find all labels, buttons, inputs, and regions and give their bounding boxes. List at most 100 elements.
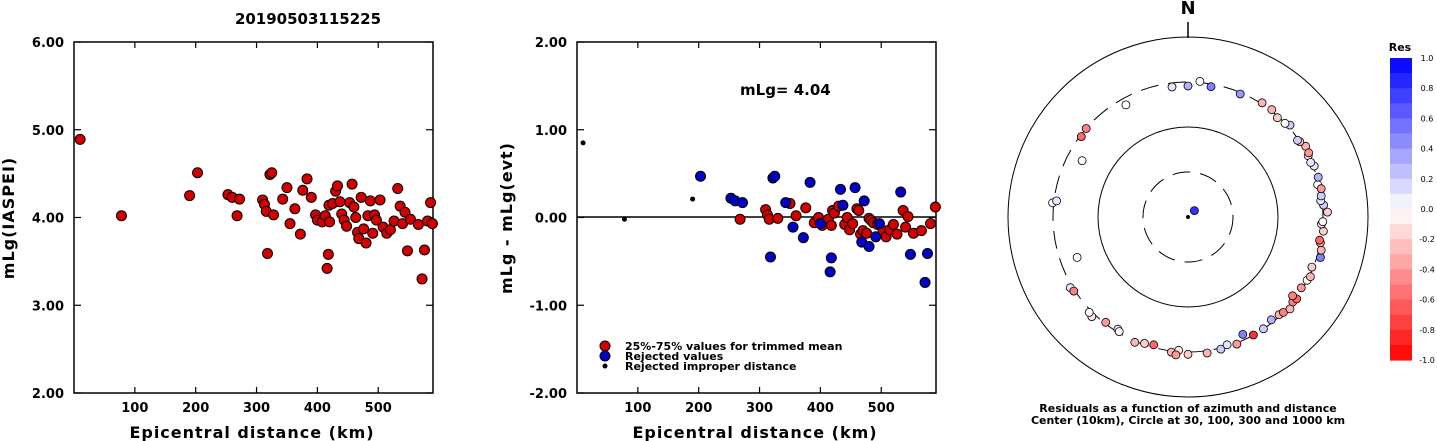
left-point — [301, 173, 313, 185]
left-point — [348, 201, 360, 213]
middle-point — [695, 170, 707, 182]
polar-point — [1171, 350, 1181, 360]
polar-point — [1195, 77, 1205, 86]
middle-point — [891, 228, 903, 240]
colorbar-cell — [1390, 58, 1412, 74]
left-y-tick-label: 2.00 — [32, 387, 64, 402]
residual-colorbar: Res 1.0 0.8 0.6 0.4 0.2 0.0 -0.2 -0.4 -0.6 -0.8 -1… — [1389, 41, 1435, 365]
polar-point — [1140, 338, 1149, 348]
polar-point — [1280, 118, 1290, 128]
polar-point — [1316, 245, 1326, 255]
colorbar-cell — [1390, 299, 1412, 316]
colorbar-tick-label: -0.2 — [1419, 235, 1435, 244]
left-point — [261, 247, 273, 259]
colorbar-tick-label: -1.0 — [1419, 356, 1435, 365]
middle-x-tick-label: 100 — [624, 401, 651, 416]
middle-point — [764, 251, 776, 263]
middle-point — [834, 183, 846, 195]
left-x-tick-label: 400 — [304, 401, 331, 416]
polar-point — [1183, 349, 1193, 359]
left-point — [234, 193, 246, 205]
middle-point — [915, 225, 927, 237]
polar-point — [1266, 315, 1276, 325]
left-point — [321, 262, 333, 274]
mlg-annotation: mLg= 4.04 — [740, 81, 831, 99]
left-point — [367, 227, 379, 239]
polar-point — [1307, 262, 1317, 272]
left-point — [231, 210, 243, 222]
middle-x-tick-label: 300 — [746, 401, 773, 416]
middle-point — [825, 219, 837, 231]
middle-point — [837, 199, 849, 211]
colorbar-labels: 1.0 0.8 0.6 0.4 0.2 0.0 -0.2 -0.4 -0.6 -0.8 -1.0 — [1419, 54, 1435, 365]
middle-point — [787, 221, 799, 233]
middle-y-tick-label: 0.00 — [535, 212, 567, 227]
left-x-tick-label: 500 — [365, 401, 392, 416]
left-point — [324, 216, 336, 228]
colorbar-tick-label: 0.0 — [1421, 205, 1434, 214]
colorbar-cell — [1390, 178, 1412, 195]
middle-y-axis-label: mLg - mLg(evt) — [497, 142, 516, 294]
polar-point — [1267, 105, 1277, 115]
middle-point — [849, 182, 861, 194]
left-point — [284, 218, 296, 230]
middle-point — [887, 219, 899, 231]
middle-point — [790, 210, 802, 222]
left-point — [281, 182, 293, 194]
ring-100km — [1097, 126, 1279, 308]
polar-point — [1222, 340, 1232, 350]
middle-x-axis-label: Epicentral distance (km) — [632, 423, 877, 441]
middle-point — [919, 276, 931, 288]
legend-label-rejected: Rejected values — [625, 350, 724, 363]
left-scatter-chart: 100 200 300 400 500 2.00 3.00 4.00 5.00 6.00 Epic… — [0, 36, 438, 441]
left-point — [416, 273, 428, 285]
polar-point — [1069, 286, 1079, 296]
figure-title: 20190503115225 — [235, 10, 381, 28]
left-point — [418, 244, 430, 256]
polar-point — [1130, 337, 1140, 347]
middle-point — [621, 216, 627, 222]
left-point — [364, 195, 376, 207]
left-point — [266, 167, 278, 179]
middle-point — [921, 247, 933, 259]
middle-point — [690, 196, 696, 202]
left-y-tick-label: 4.00 — [32, 212, 64, 227]
left-point — [358, 223, 370, 235]
colorbar-cell — [1390, 133, 1412, 150]
colorbar-cell — [1390, 163, 1412, 180]
left-y-tick-label: 5.00 — [32, 124, 64, 139]
left-point — [289, 203, 301, 215]
polar-point — [1323, 207, 1332, 217]
left-point — [331, 180, 343, 192]
middle-x-tick-label: 200 — [685, 401, 712, 416]
legend-swatch-improper — [602, 363, 608, 369]
colorbar-cell — [1390, 269, 1412, 286]
colorbar-cell — [1390, 148, 1412, 165]
left-point — [355, 191, 367, 203]
left-point — [74, 133, 86, 145]
middle-data-points — [580, 140, 941, 288]
middle-point — [895, 186, 907, 198]
north-label: N — [1180, 0, 1195, 19]
legend-swatch-trimmed — [599, 340, 611, 352]
legend-swatch-rejected — [599, 350, 611, 362]
polar-point — [1101, 317, 1111, 327]
colorbar-tick-label: 0.6 — [1421, 114, 1434, 123]
polar-point — [1319, 226, 1328, 236]
polar-point — [1318, 217, 1328, 227]
polar-point — [1149, 340, 1159, 350]
left-point — [360, 237, 372, 249]
middle-point — [769, 170, 781, 182]
colorbar-tick-label: 1.0 — [1421, 54, 1434, 63]
colorbar-tick-label: 0.8 — [1421, 84, 1434, 93]
left-point — [294, 228, 306, 240]
polar-point — [1081, 124, 1091, 133]
polar-point — [1304, 148, 1314, 158]
polar-point — [1076, 132, 1086, 142]
colorbar-cell — [1390, 329, 1412, 346]
left-y-tick-label: 6.00 — [32, 36, 64, 51]
colorbar-tick-label: 0.4 — [1421, 145, 1434, 154]
colorbar-cells — [1390, 58, 1412, 361]
middle-point — [737, 197, 749, 209]
